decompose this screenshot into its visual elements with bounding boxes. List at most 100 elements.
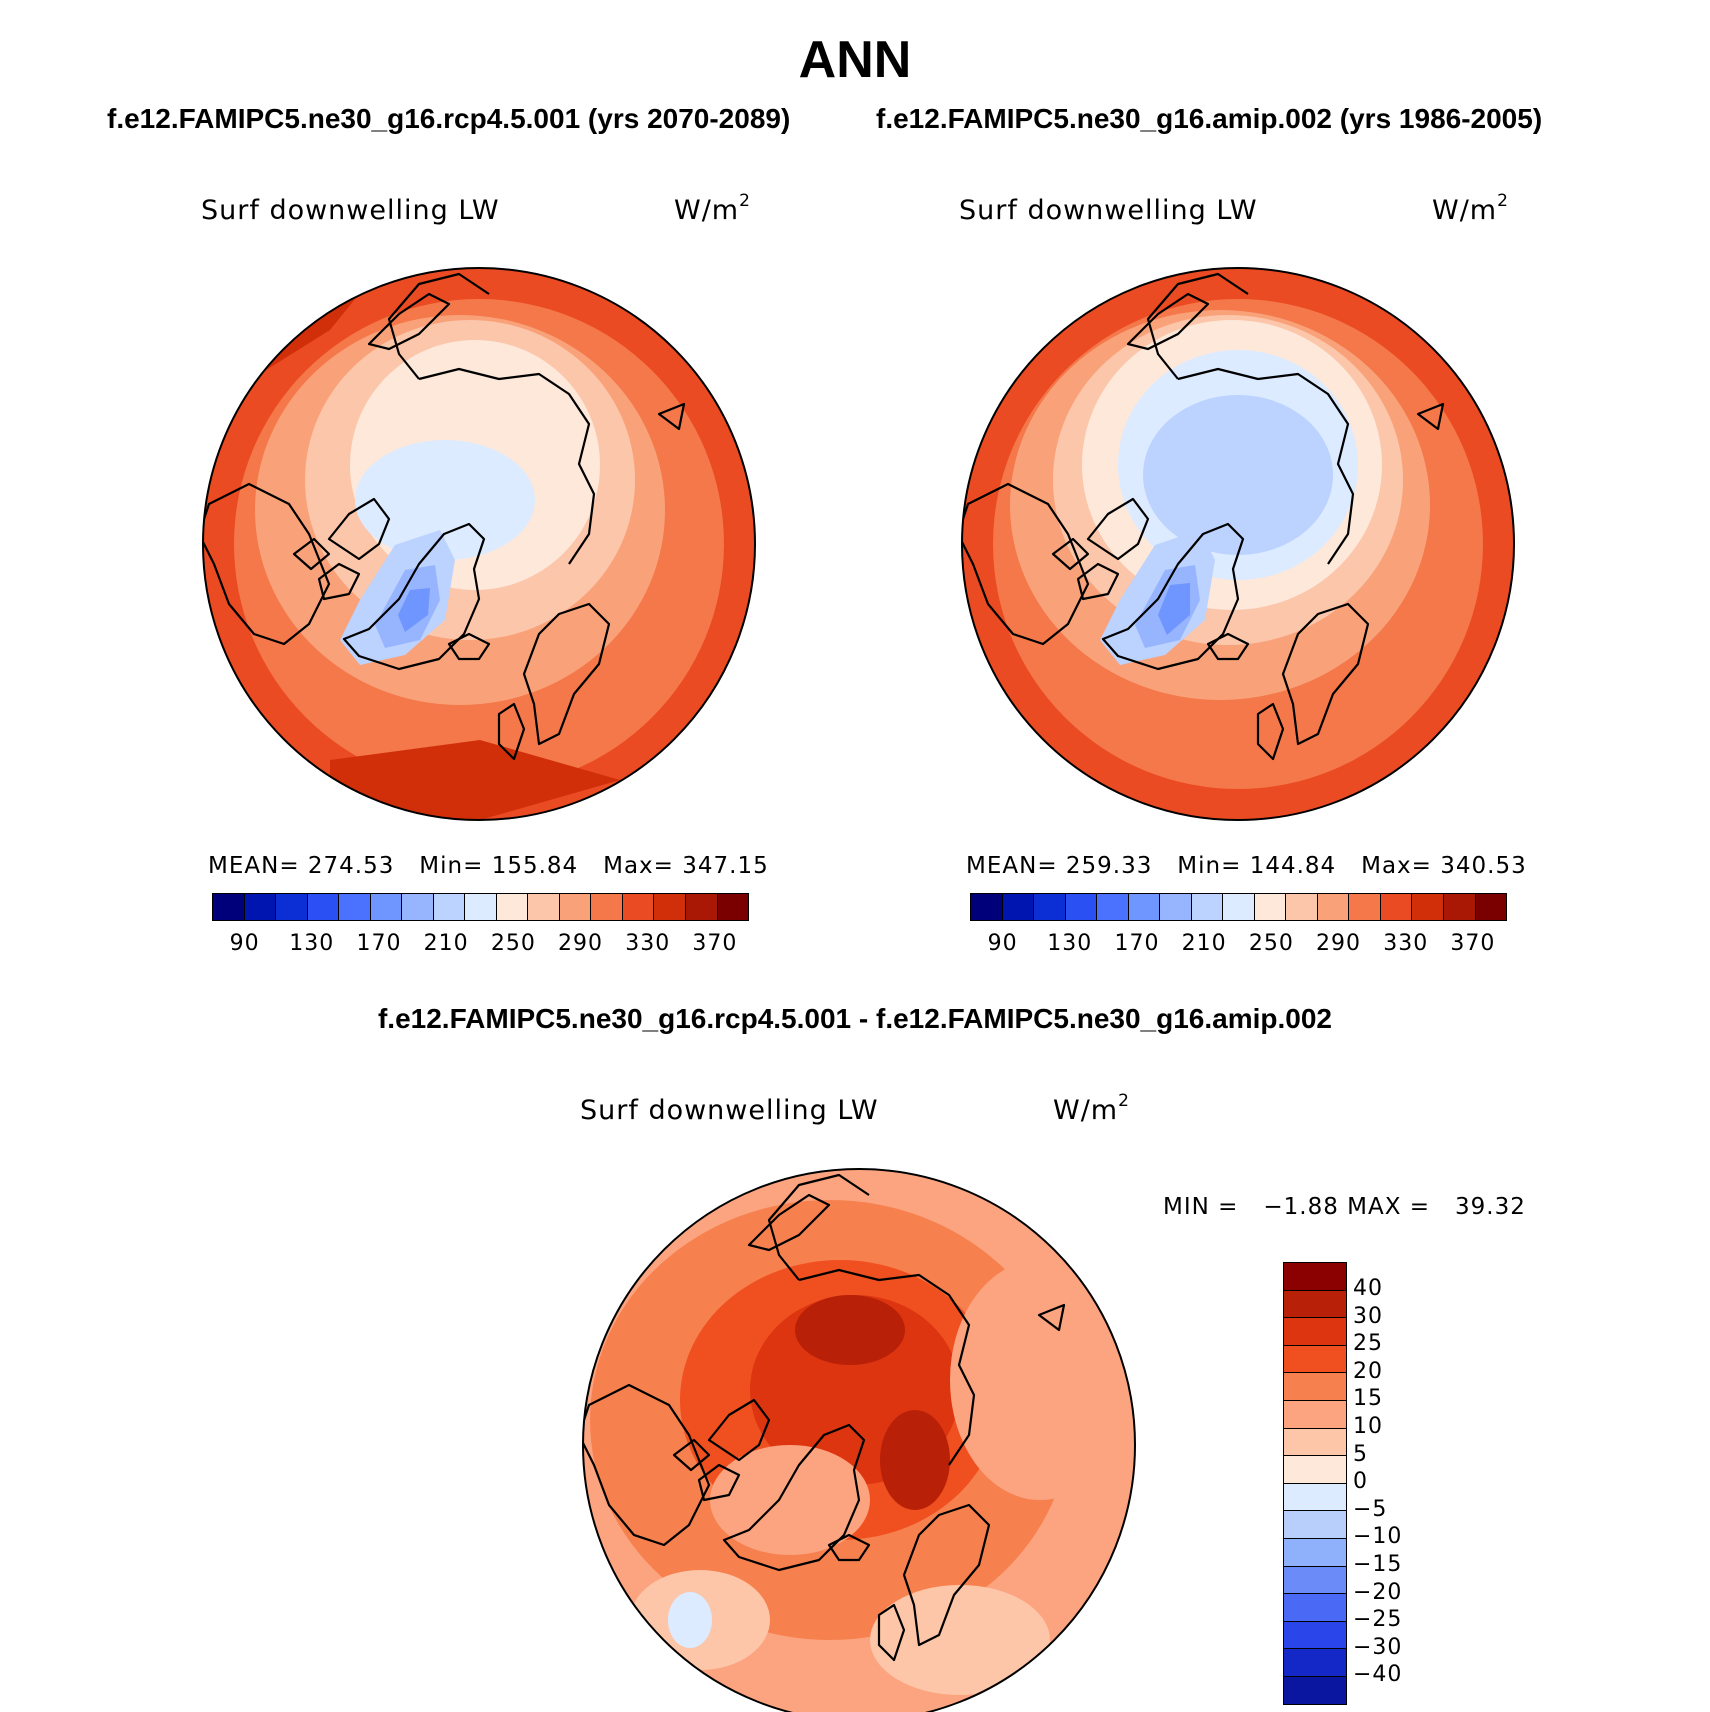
diff-colorbar-ticks: 40 30 25 20 15 10 5 0 −5 −10 −15 −20 −25 −30 −40 bbox=[1353, 1262, 1453, 1692]
colorbar-swatch bbox=[1412, 894, 1444, 920]
colorbar-swatch bbox=[971, 894, 1003, 920]
colorbar-swatch bbox=[1443, 894, 1476, 920]
colorbar-swatch bbox=[1128, 894, 1161, 920]
colorbar-swatch bbox=[1349, 894, 1381, 920]
colorbar-swatch bbox=[559, 894, 592, 920]
colorbar-tick-label: 290 bbox=[558, 931, 604, 956]
colorbar-tick-label: 90 bbox=[229, 931, 260, 956]
left-map-border bbox=[202, 267, 756, 821]
colorbar-tick-label: 290 bbox=[1316, 931, 1362, 956]
colorbar-swatch bbox=[276, 894, 308, 920]
diff-colorbar-swatch bbox=[1284, 1594, 1346, 1622]
colorbar-swatch bbox=[433, 894, 466, 920]
colorbar-swatch bbox=[591, 894, 623, 920]
colorbar-tick-label: 370 bbox=[692, 931, 738, 956]
diff-colorbar-swatch bbox=[1284, 1373, 1346, 1401]
colorbar-swatch bbox=[370, 894, 403, 920]
colorbar-swatch bbox=[1223, 894, 1255, 920]
diff-colorbar-swatch bbox=[1284, 1263, 1346, 1291]
left-unit-label: W/m2 bbox=[674, 191, 751, 226]
left-colorbar bbox=[212, 893, 749, 921]
colorbar-swatch bbox=[213, 894, 245, 920]
diff-variable-label: Surf downwelling LW bbox=[580, 1095, 879, 1126]
left-case-title: f.e12.FAMIPC5.ne30_g16.rcp4.5.001 (yrs 2… bbox=[107, 103, 791, 134]
diff-colorbar-tick-label: 20 bbox=[1353, 1358, 1383, 1384]
colorbar-swatch bbox=[1254, 894, 1287, 920]
season-title: ANN bbox=[798, 31, 912, 89]
colorbar-tick-label: 250 bbox=[1248, 931, 1294, 956]
right-map-border bbox=[961, 267, 1515, 821]
right-unit-label: W/m2 bbox=[1432, 191, 1509, 226]
diff-colorbar-swatch bbox=[1284, 1511, 1346, 1539]
diff-colorbar-swatch bbox=[1284, 1621, 1346, 1650]
colorbar-swatch bbox=[1380, 894, 1413, 920]
right-variable-label: Surf downwelling LW bbox=[959, 195, 1258, 226]
diff-colorbar-tick-label: 25 bbox=[1353, 1331, 1383, 1357]
colorbar-swatch bbox=[1475, 894, 1507, 920]
diff-colorbar-swatch bbox=[1284, 1649, 1346, 1677]
diff-colorbar-tick-label: −40 bbox=[1353, 1662, 1403, 1688]
colorbar-tick-label: 210 bbox=[1181, 931, 1227, 956]
left-variable-label: Surf downwelling LW bbox=[201, 195, 500, 226]
diff-colorbar-tick-label: 40 bbox=[1353, 1276, 1383, 1301]
diff-colorbar-swatch bbox=[1284, 1456, 1346, 1484]
colorbar-tick-label: 130 bbox=[289, 931, 335, 956]
right-colorbar-swatches bbox=[970, 893, 1507, 921]
diff-colorbar-tick-label: 10 bbox=[1353, 1414, 1383, 1439]
diff-colorbar-tick-label: −25 bbox=[1353, 1607, 1403, 1633]
colorbar-swatch bbox=[685, 894, 718, 920]
diff-colorbar-tick-label: 30 bbox=[1353, 1303, 1383, 1329]
colorbar-swatch bbox=[654, 894, 686, 920]
diff-unit-label: W/m2 bbox=[1053, 1091, 1130, 1126]
colorbar-tick-label: 170 bbox=[1114, 931, 1160, 956]
colorbar-swatch bbox=[1160, 894, 1192, 920]
diff-colorbar-tick-label: −10 bbox=[1353, 1524, 1403, 1550]
colorbar-tick-label: 330 bbox=[625, 931, 671, 956]
right-stats: MEAN= 259.33 Min= 144.84 Max= 340.53 bbox=[966, 853, 1527, 879]
left-colorbar-ticks: 90 130 170 210 250 290 330 370 bbox=[211, 931, 749, 956]
colorbar-swatch bbox=[1317, 894, 1350, 920]
colorbar-swatch bbox=[307, 894, 340, 920]
diff-colorbar-swatch bbox=[1284, 1290, 1346, 1319]
colorbar-swatch bbox=[1286, 894, 1318, 920]
left-colorbar-swatches bbox=[212, 893, 749, 921]
colorbar-swatch bbox=[339, 894, 371, 920]
diff-colorbar-swatch bbox=[1284, 1538, 1346, 1567]
diff-colorbar-swatch bbox=[1284, 1566, 1346, 1595]
colorbar-tick-label: 330 bbox=[1383, 931, 1429, 956]
diff-colorbar-swatch bbox=[1284, 1400, 1346, 1429]
colorbar-swatch bbox=[402, 894, 434, 920]
right-map bbox=[962, 268, 1514, 820]
colorbar-swatch bbox=[1097, 894, 1129, 920]
diff-colorbar-tick-label: 5 bbox=[1353, 1441, 1368, 1467]
colorbar-swatch bbox=[496, 894, 529, 920]
diff-colorbar bbox=[1283, 1262, 1347, 1705]
colorbar-tick-label: 210 bbox=[423, 931, 469, 956]
colorbar-tick-label: 170 bbox=[356, 931, 402, 956]
diff-minmax: MIN = −1.88 MAX = 39.32 bbox=[1163, 1194, 1526, 1220]
diff-map bbox=[583, 1169, 1135, 1712]
right-colorbar-ticks: 90 130 170 210 250 290 330 370 bbox=[969, 931, 1507, 956]
colorbar-tick-label: 130 bbox=[1047, 931, 1093, 956]
colorbar-tick-label: 90 bbox=[987, 931, 1018, 956]
colorbar-tick-label: 250 bbox=[490, 931, 536, 956]
colorbar-swatch bbox=[622, 894, 655, 920]
right-case-title: f.e12.FAMIPC5.ne30_g16.amip.002 (yrs 198… bbox=[876, 103, 1543, 134]
diff-colorbar-tick-label: −5 bbox=[1353, 1496, 1388, 1522]
diff-colorbar-swatch bbox=[1284, 1428, 1346, 1457]
diff-colorbar-tick-label: 0 bbox=[1353, 1469, 1368, 1495]
colorbar-swatch bbox=[465, 894, 497, 920]
colorbar-tick-label: 370 bbox=[1450, 931, 1496, 956]
diff-colorbar-tick-label: −30 bbox=[1353, 1634, 1403, 1660]
diff-colorbar-swatch bbox=[1284, 1483, 1346, 1512]
diff-colorbar-swatch bbox=[1284, 1318, 1346, 1346]
colorbar-swatch bbox=[717, 894, 749, 920]
colorbar-swatch bbox=[244, 894, 277, 920]
colorbar-swatch bbox=[1065, 894, 1098, 920]
colorbar-swatch bbox=[1191, 894, 1224, 920]
left-stats: MEAN= 274.53 Min= 155.84 Max= 347.15 bbox=[208, 853, 769, 879]
colorbar-swatch bbox=[528, 894, 560, 920]
right-colorbar bbox=[970, 893, 1507, 921]
diff-colorbar-tick-label: 15 bbox=[1353, 1386, 1383, 1412]
